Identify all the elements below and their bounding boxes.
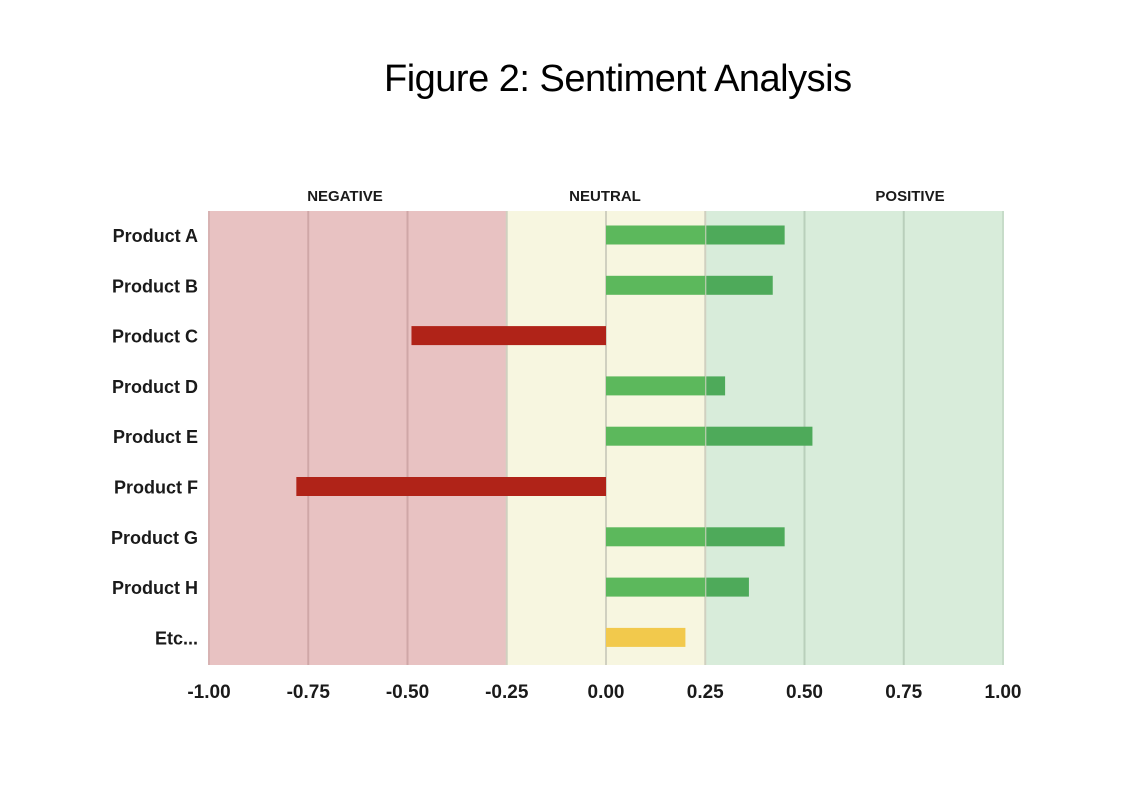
category-label-etc: Etc... bbox=[155, 628, 198, 648]
bar-etc-segment bbox=[606, 627, 686, 647]
category-labels: Product A Product B Product C Product D Prod… bbox=[111, 226, 198, 648]
x-tick-label: 1.00 bbox=[985, 682, 1022, 703]
category-label-product-h: Product H bbox=[112, 578, 198, 598]
x-tick-label: -0.75 bbox=[287, 682, 331, 703]
x-tick-label: 0.00 bbox=[588, 682, 625, 703]
bar-product-c-segment bbox=[411, 326, 606, 346]
bar-product-h-segment-positive bbox=[706, 577, 749, 597]
x-tick-label: 0.50 bbox=[786, 682, 823, 703]
bar-product-a bbox=[606, 225, 785, 245]
category-label-product-e: Product E bbox=[113, 427, 198, 447]
category-label-product-g: Product G bbox=[111, 528, 198, 548]
bar-product-a-segment-neutral bbox=[606, 225, 706, 245]
bar-product-e-segment-neutral bbox=[606, 426, 706, 446]
bar-product-h-segment-neutral bbox=[606, 577, 706, 597]
category-label-product-b: Product B bbox=[112, 276, 198, 296]
x-tick-label: -0.50 bbox=[386, 682, 429, 703]
category-label-product-d: Product D bbox=[112, 377, 198, 397]
bar-product-d-segment-neutral bbox=[606, 376, 706, 396]
region-label-negative: NEGATIVE bbox=[307, 188, 383, 205]
bar-product-d-segment-positive bbox=[706, 376, 726, 396]
category-label-product-f: Product F bbox=[114, 478, 198, 498]
x-tick-label: -1.00 bbox=[187, 682, 230, 703]
bar-product-g-segment-neutral bbox=[606, 527, 706, 547]
bar-product-f bbox=[296, 477, 606, 496]
bar-product-b bbox=[606, 275, 773, 295]
bars bbox=[296, 225, 813, 647]
bar-product-b-segment-positive bbox=[706, 275, 773, 295]
bar-product-b-segment-neutral bbox=[606, 275, 706, 295]
bar-product-g bbox=[606, 527, 785, 547]
category-label-product-c: Product C bbox=[112, 327, 198, 347]
bar-product-d bbox=[606, 376, 726, 396]
region-labels: NEGATIVE NEUTRAL POSITIVE bbox=[307, 188, 944, 205]
x-tick-label: 0.25 bbox=[687, 682, 724, 703]
bar-product-a-segment-positive bbox=[706, 225, 785, 245]
region-label-neutral: NEUTRAL bbox=[569, 188, 641, 205]
x-tick-labels: -1.00 -0.75 -0.50 -0.25 0.00 0.25 0.50 0.75 1.00 bbox=[187, 682, 1021, 703]
region-label-positive: POSITIVE bbox=[875, 188, 944, 205]
bar-product-e-segment-positive bbox=[706, 426, 813, 446]
category-label-product-a: Product A bbox=[113, 226, 198, 246]
x-tick-label: 0.75 bbox=[885, 682, 922, 703]
region-negative bbox=[209, 211, 507, 665]
bar-product-c bbox=[411, 326, 606, 346]
bar-product-e bbox=[606, 426, 813, 446]
chart-title: Figure 2: Sentiment Analysis bbox=[384, 58, 852, 100]
bar-product-h bbox=[606, 577, 749, 597]
x-tick-label: -0.25 bbox=[485, 682, 529, 703]
bar-etc bbox=[606, 627, 686, 647]
bar-product-g-segment-positive bbox=[706, 527, 785, 547]
bar-product-f-segment bbox=[296, 477, 606, 496]
